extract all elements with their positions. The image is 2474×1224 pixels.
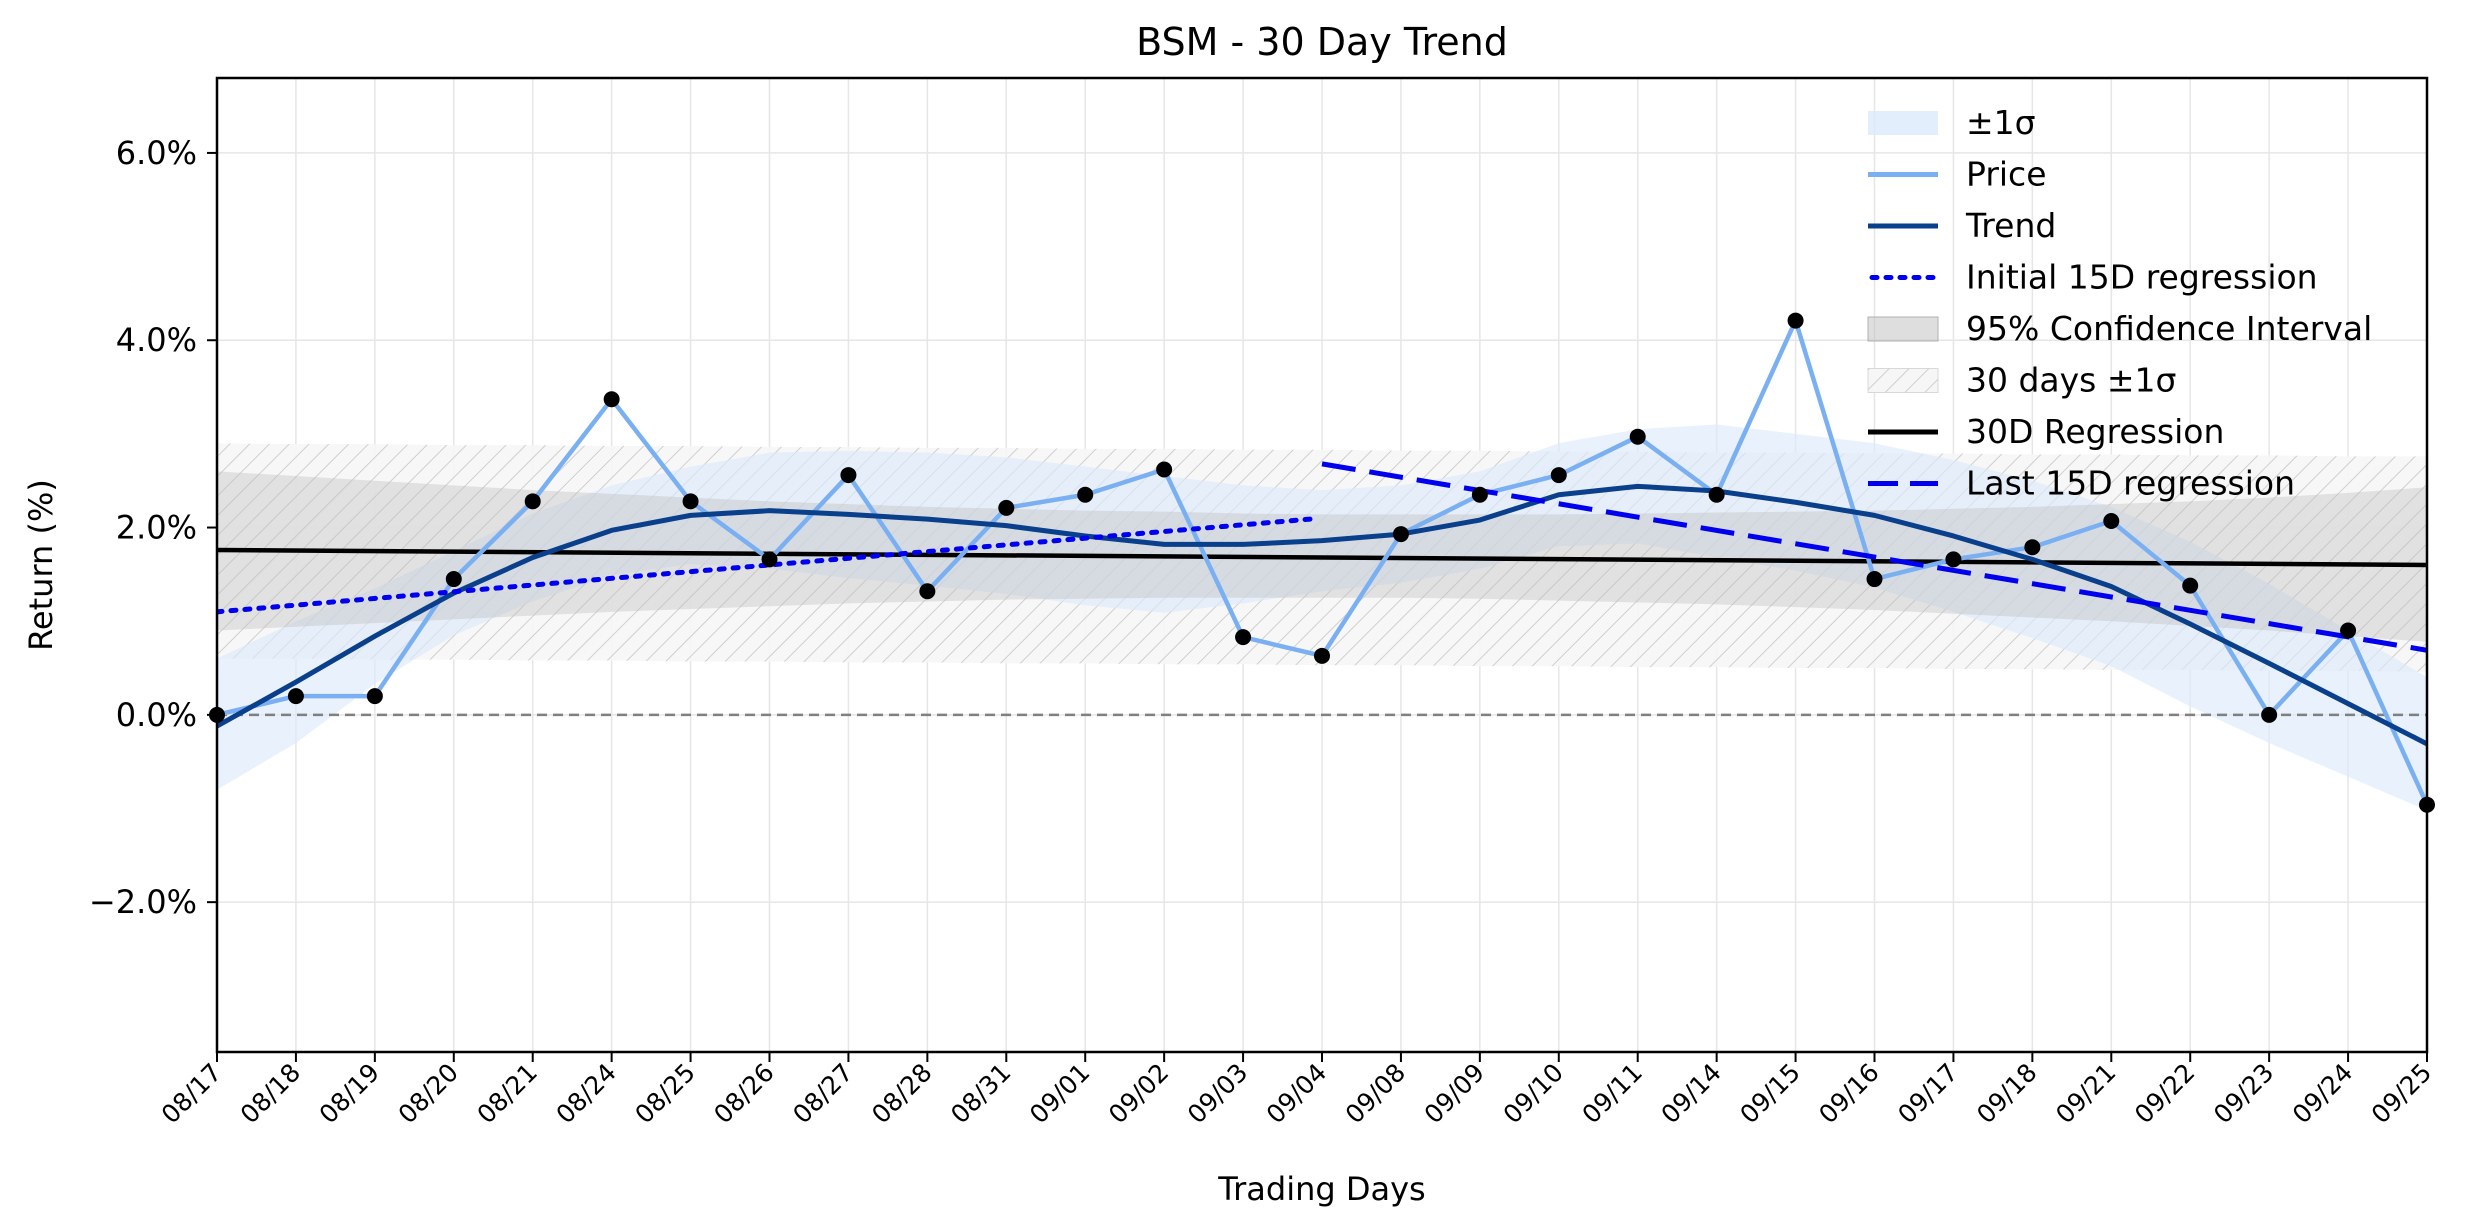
y-tick-label: 4.0% [116, 321, 197, 359]
x-tick-label: 09/23 [2208, 1058, 2279, 1129]
price-point [524, 493, 541, 510]
legend-label: 30 days ±1σ [1966, 361, 2176, 400]
price-point [1235, 629, 1252, 646]
legend-swatch-hatch [1868, 368, 1938, 393]
x-tick-label: 09/21 [2050, 1058, 2121, 1129]
y-axis-label: Return (%) [22, 479, 60, 651]
x-tick-label: 09/25 [2366, 1058, 2437, 1129]
legend-item: Last 15D regression [1868, 464, 2295, 503]
x-tick-label: 09/01 [1024, 1058, 1095, 1129]
x-tick-label: 09/02 [1103, 1058, 1174, 1129]
x-tick-label: 09/08 [1340, 1058, 1411, 1129]
price-point [287, 688, 304, 705]
legend-label: ±1σ [1966, 103, 2036, 142]
legend-label: 30D Regression [1966, 412, 2224, 451]
x-axis-label: Trading Days [1217, 1170, 1425, 1208]
price-point [1708, 486, 1725, 503]
x-tick-label: 08/27 [787, 1058, 858, 1129]
x-tick-label: 08/28 [866, 1058, 937, 1129]
x-tick-label: 08/21 [472, 1058, 543, 1129]
y-tick-label: 0.0% [116, 696, 197, 734]
regression-initial-15d-line [217, 516, 1313, 615]
regression-last-15d-line [1321, 461, 2427, 653]
legend: ±1σ Price Trend Initial 15D regression 95% C… [1867, 103, 2372, 503]
price-point [2340, 622, 2357, 639]
x-tick-label: 09/09 [1419, 1058, 1490, 1129]
legend-item: ±1σ [1868, 103, 2036, 142]
price-point [445, 571, 462, 588]
x-tick-label: 09/10 [1498, 1058, 1569, 1129]
x-tick-label: 08/18 [235, 1058, 306, 1129]
legend-item: Price [1868, 155, 2047, 194]
legend-label: Initial 15D regression [1966, 258, 2318, 297]
price-point [998, 499, 1015, 516]
x-tick-label: 08/25 [629, 1058, 700, 1129]
points [209, 312, 2435, 813]
price-point [919, 583, 936, 600]
price-point [1945, 551, 1962, 568]
legend-label: 95% Confidence Interval [1966, 309, 2372, 348]
legend-item: Initial 15D regression [1869, 258, 2318, 297]
legend-swatch [1867, 316, 1939, 342]
x-axis: 08/17 08/18 08/19 08/20 08/21 08/24 08/25 08/26… [156, 1052, 2437, 1129]
price-point [1156, 461, 1173, 478]
x-tick-label: 08/26 [708, 1058, 779, 1129]
price-point [2261, 706, 2278, 723]
x-tick-label: 09/22 [2129, 1058, 2200, 1129]
x-tick-label: 09/04 [1261, 1058, 1332, 1129]
x-tick-label: 09/16 [1813, 1058, 1884, 1129]
chart-title: BSM - 30 Day Trend [1136, 20, 1508, 64]
x-tick-label: 08/17 [156, 1058, 227, 1129]
price-point [1471, 486, 1488, 503]
trend-line [217, 483, 2427, 747]
x-tick-label: 09/24 [2287, 1058, 2358, 1129]
price-point [1866, 571, 1883, 588]
x-tick-label: 09/15 [1734, 1058, 1805, 1129]
price-point [761, 551, 778, 568]
x-tick-label: 09/14 [1655, 1058, 1726, 1129]
legend-swatch [1868, 111, 1938, 135]
price-point [682, 493, 699, 510]
band-sigma [217, 424, 2427, 811]
price-point [366, 688, 383, 705]
legend-item: 30D Regression [1868, 412, 2224, 451]
price-point [603, 391, 620, 408]
x-tick-label: 08/31 [945, 1058, 1016, 1129]
y-tick-label: −2.0% [89, 883, 197, 921]
price-point [2024, 539, 2041, 556]
price-point [1077, 486, 1094, 503]
price-point [2182, 577, 2199, 594]
legend-label: Trend [1965, 206, 2056, 245]
price-point [1392, 526, 1409, 543]
x-tick-label: 08/20 [393, 1058, 464, 1129]
y-tick-label: 6.0% [116, 134, 197, 172]
price-point [1314, 647, 1330, 664]
legend-item: 95% Confidence Interval [1867, 309, 2372, 348]
y-axis: −2.0% 0.0% 2.0% 4.0% 6.0% [89, 134, 217, 921]
price-point [1787, 312, 1804, 329]
price-point [2103, 512, 2120, 529]
legend-item: 30 days ±1σ [1867, 361, 2176, 400]
regression-30d-line [217, 547, 2427, 568]
x-tick-label: 08/19 [314, 1058, 385, 1129]
legend-item: Trend [1868, 206, 2056, 245]
legend-label: Last 15D regression [1966, 464, 2295, 503]
y-tick-label: 2.0% [116, 509, 197, 547]
x-tick-label: 08/24 [550, 1058, 621, 1129]
price-point [1629, 428, 1646, 445]
x-tick-label: 09/18 [1971, 1058, 2042, 1129]
price-point [1550, 467, 1567, 484]
x-tick-label: 09/11 [1577, 1058, 1648, 1129]
x-tick-label: 09/03 [1182, 1058, 1253, 1129]
x-tick-label: 09/17 [1892, 1058, 1963, 1129]
price-point [840, 467, 857, 484]
legend-label: Price [1966, 155, 2047, 194]
